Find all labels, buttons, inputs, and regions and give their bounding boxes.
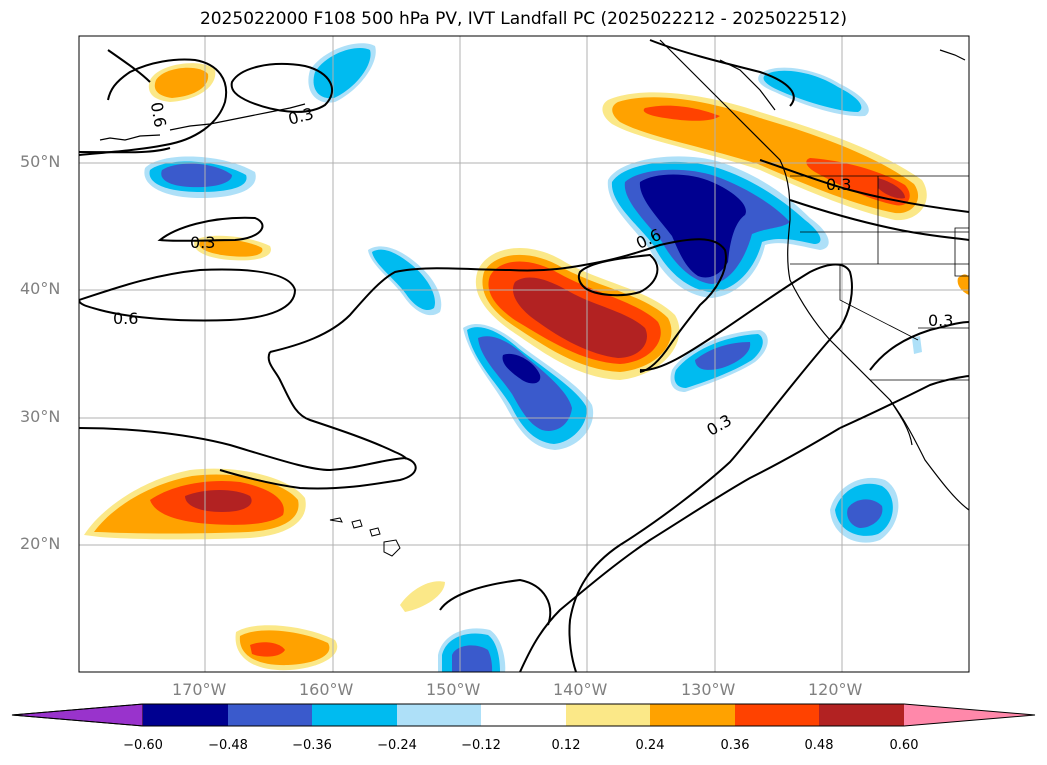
anomaly-region <box>639 174 746 278</box>
anomaly-region <box>643 105 720 121</box>
anomaly-region <box>878 178 905 199</box>
colorbar-tick: 0.48 <box>804 738 834 753</box>
contour-label: 0.6 <box>147 101 170 129</box>
lat-label-50n: 50°N <box>20 152 61 171</box>
colorbar-tick: −0.60 <box>123 738 163 753</box>
anomaly-region <box>512 277 647 358</box>
negative-anomaly-fields <box>144 43 922 672</box>
anomaly-region <box>695 342 751 370</box>
colorbar-tick: 0.36 <box>720 738 750 753</box>
hawaii-islands <box>329 517 401 557</box>
lon-label-160w: 160°W <box>299 680 354 699</box>
contour-label: 0.3 <box>826 175 851 194</box>
colorbar-tick: 0.24 <box>635 738 665 753</box>
colorbar-tick: −0.12 <box>461 738 501 753</box>
graticule <box>79 36 969 672</box>
map-frame <box>78 35 970 673</box>
coastlines <box>99 39 969 511</box>
colorbar-bin <box>566 704 650 726</box>
colorbar-tick: 0.12 <box>551 738 581 753</box>
colorbar-bin <box>650 704 735 726</box>
anomaly-region <box>372 249 436 311</box>
colorbar-min-arrow <box>11 703 144 727</box>
anomaly-region <box>847 499 883 528</box>
anomaly-region <box>763 70 862 112</box>
anomaly-region <box>452 645 493 672</box>
lon-label-150w: 150°W <box>426 680 481 699</box>
lon-label-120w: 120°W <box>808 680 863 699</box>
contour-label: 0.3 <box>928 311 953 330</box>
colorbar-bin <box>397 704 481 726</box>
colorbar <box>11 703 1036 727</box>
anomaly-region <box>502 353 541 384</box>
anomaly-region <box>154 67 209 98</box>
borders <box>790 175 969 381</box>
colorbar-bin <box>819 704 904 726</box>
colorbar-bin <box>735 704 819 726</box>
chart-title: 2025022000 F108 500 hPa PV, IVT Landfall… <box>199 9 847 29</box>
lat-label-20n: 20°N <box>20 534 61 553</box>
anomaly-region <box>313 48 371 99</box>
pv-contours <box>79 39 969 672</box>
contour-label: 0.6 <box>113 309 138 328</box>
lon-label-170w: 170°W <box>172 680 227 699</box>
anomaly-region <box>806 158 910 206</box>
lat-label-30n: 30°N <box>20 407 61 426</box>
colorbar-tick: 0.60 <box>889 738 919 753</box>
anomaly-region <box>239 630 330 666</box>
anomaly-region <box>400 581 445 612</box>
anomaly-region <box>478 336 572 431</box>
anomaly-region <box>185 490 252 512</box>
anomaly-region <box>250 642 285 657</box>
contour-label: 0.3 <box>190 233 215 252</box>
anomaly-region <box>161 163 232 188</box>
lon-label-140w: 140°W <box>553 680 608 699</box>
anomaly-region <box>912 336 922 354</box>
colorbar-tick: −0.48 <box>208 738 248 753</box>
colorbar-tick: −0.24 <box>377 738 417 753</box>
colorbar-bin <box>228 704 312 726</box>
lon-label-130w: 130°W <box>681 680 736 699</box>
colorbar-tick: −0.36 <box>292 738 332 753</box>
colorbar-bin <box>481 704 566 726</box>
colorbar-bin <box>312 704 397 726</box>
colorbar-bin <box>143 704 228 726</box>
colorbar-max-arrow <box>904 704 1035 726</box>
lat-label-40n: 40°N <box>20 279 61 298</box>
anomaly-region <box>199 239 263 257</box>
